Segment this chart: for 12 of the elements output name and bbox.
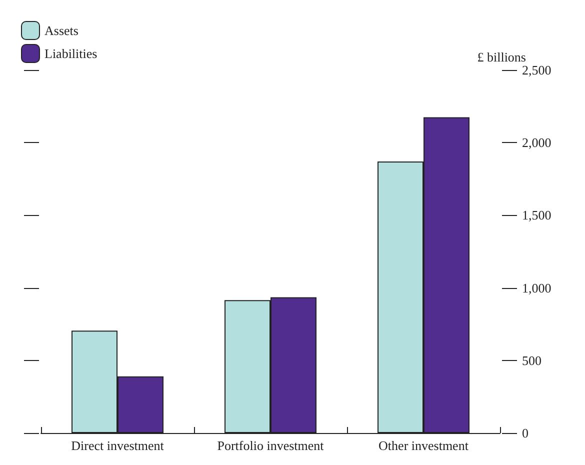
x-tick-label: Direct investment <box>71 438 164 453</box>
x-tick-label: Other investment <box>378 438 469 453</box>
y-tick-label: 0 <box>522 426 528 440</box>
y-tick-label: 1,000 <box>522 280 552 296</box>
y-tick-label: 2,500 <box>522 62 552 78</box>
y-tick-label: 2,000 <box>522 135 552 150</box>
y-tick-label: 1,500 <box>522 208 552 223</box>
y-tick-label: 500 <box>522 352 542 368</box>
x-tick-label: Portfolio investment <box>217 438 324 453</box>
legend-label: Liabilities <box>44 46 98 61</box>
y-axis-title: £ billions <box>477 50 526 65</box>
legend-label: Assets <box>44 23 78 38</box>
